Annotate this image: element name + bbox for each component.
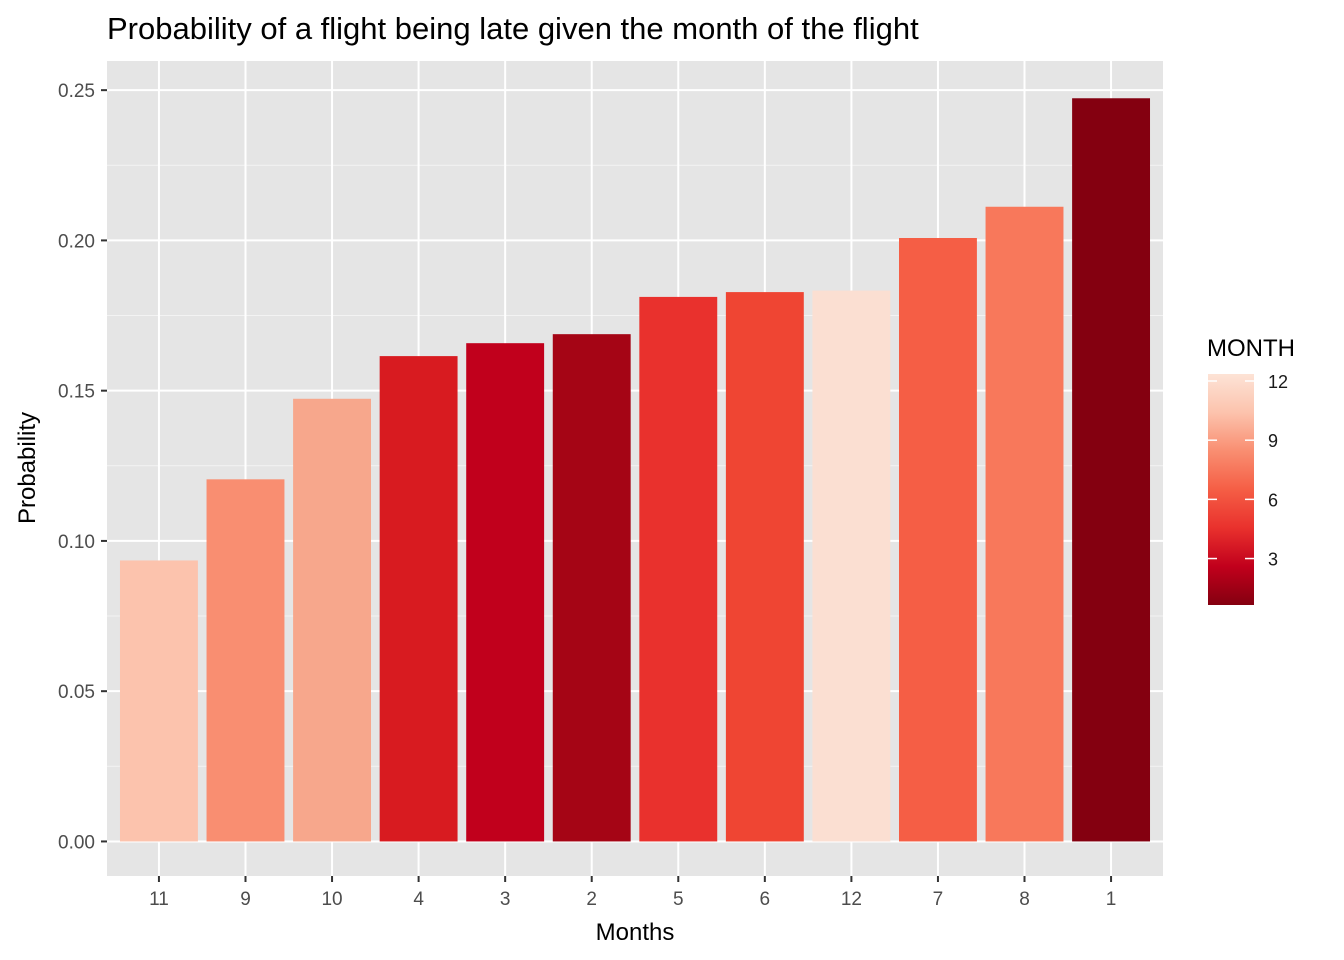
y-tick-label: 0.05 [58,682,95,703]
legend-tick-label: 9 [1268,431,1278,451]
bar-month-10 [293,398,371,842]
x-tick-label: 11 [149,889,169,910]
y-axis-title: Probability [14,412,41,524]
bar-month-8 [985,206,1064,842]
bar-month-1 [1072,98,1151,842]
x-tick-label: 7 [933,889,944,910]
x-tick-label: 6 [760,889,771,910]
bar-month-2 [552,334,631,842]
y-tick-label: 0.00 [58,832,95,853]
y-tick-label: 0.25 [58,81,95,102]
bar-month-7 [899,238,977,842]
x-tick-label: 3 [500,889,511,910]
legend-title: MONTH [1207,335,1295,362]
y-tick-label: 0.10 [58,532,95,553]
x-tick-label: 1 [1106,889,1117,910]
bar-month-12 [812,290,891,842]
chart-title: Probability of a flight being late given… [107,11,919,46]
bar-month-9 [206,479,285,842]
bars [119,98,1151,842]
x-axis-title: Months [596,919,675,946]
y-axis: 0.00 0.05 0.10 0.15 0.20 0.25 [58,81,107,853]
x-tick-label: 9 [240,889,251,910]
legend: MONTH 3 6 9 12 [1207,335,1295,605]
legend-colorbar [1208,374,1254,605]
bar-month-11 [119,560,198,842]
x-axis: 11 9 10 4 3 2 5 6 12 7 8 1 [149,876,1116,910]
x-tick-label: 4 [413,889,424,910]
bar-month-5 [639,296,718,842]
x-tick-label: 10 [321,889,342,910]
y-tick-label: 0.15 [58,382,95,403]
legend-ticks: 3 6 9 12 [1208,372,1288,570]
legend-tick-label: 12 [1268,372,1288,392]
bar-month-3 [466,343,545,842]
bar-month-6 [725,292,804,842]
y-tick-label: 0.20 [58,231,95,252]
x-tick-label: 2 [586,889,597,910]
x-tick-label: 12 [841,889,862,910]
x-tick-label: 8 [1019,889,1030,910]
bar-month-4 [379,356,458,842]
x-tick-label: 5 [673,889,684,910]
legend-tick-label: 6 [1268,490,1278,510]
legend-tick-label: 3 [1268,550,1278,570]
